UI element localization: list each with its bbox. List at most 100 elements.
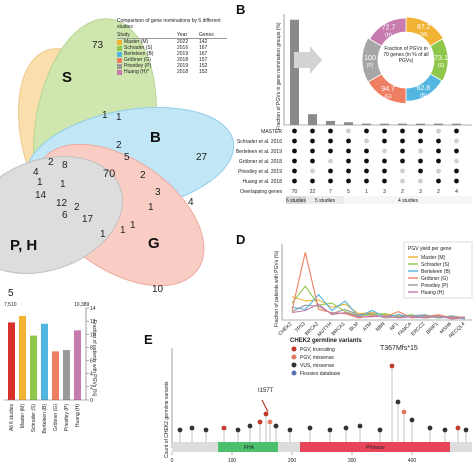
overlap-count: 7 xyxy=(329,189,332,195)
venn-label-s: S xyxy=(62,69,72,86)
legend-genes: 152 xyxy=(199,69,208,75)
overlap-count: 3 xyxy=(383,189,386,195)
upset-dot xyxy=(346,168,351,174)
arrow-icon xyxy=(294,46,322,74)
upset-dot xyxy=(382,158,387,164)
donut-sub: (B) xyxy=(420,93,427,99)
panel-letter-b: B xyxy=(236,2,245,17)
upset-dot xyxy=(436,168,441,174)
upset-dot xyxy=(436,178,441,184)
upset-dot xyxy=(346,148,351,154)
upset-dot xyxy=(454,138,459,144)
legend-swatch xyxy=(117,39,122,45)
series-line xyxy=(291,303,465,320)
upset-dot xyxy=(364,128,369,134)
category-bar xyxy=(63,350,70,400)
venn-region-count: 2 xyxy=(140,170,146,181)
upset-bar xyxy=(362,123,371,125)
category-label: Priestley (P) xyxy=(64,404,70,432)
category-label: Schrader (S) xyxy=(31,404,37,433)
group-band xyxy=(344,196,472,204)
legend-marker xyxy=(291,346,297,352)
venn-region-count: 8 xyxy=(62,160,68,171)
y-tick-label: 14 xyxy=(90,306,96,312)
venn-region-count: 5 xyxy=(8,288,14,299)
legend-swatch xyxy=(117,45,122,51)
overlap-count: 2 xyxy=(437,189,440,195)
upset-row-label: Gröbner et al. 2018 xyxy=(239,159,282,165)
legend-entry: PGV, truncating xyxy=(300,347,335,353)
variant-marker xyxy=(395,399,401,405)
variant-marker xyxy=(357,423,363,429)
upset-bar xyxy=(434,123,443,125)
donut-value: 73.1 xyxy=(434,55,448,62)
legend-row: Berteleen (B) 2019 167 xyxy=(117,51,227,57)
upset-dot xyxy=(310,178,315,184)
upset-dot xyxy=(346,178,351,184)
top-count-label: 10,389 xyxy=(74,302,90,308)
legend-swatch xyxy=(117,57,122,63)
category-bar xyxy=(41,323,48,400)
venn-region-count: 4 xyxy=(188,197,194,208)
legend-year: 2016 xyxy=(177,45,189,51)
upset-dot xyxy=(400,138,405,144)
upset-row-label: Priestley et al. 2019 xyxy=(238,169,282,175)
venn-region-count: 2 xyxy=(48,157,54,168)
legend-entry: Master (M) xyxy=(421,255,446,261)
panel-c-ylabel: Fraction of patients with PGVs (%) xyxy=(91,320,97,397)
variant-marker xyxy=(401,409,407,415)
upset-dot xyxy=(436,148,441,154)
variant-marker xyxy=(203,427,209,433)
group-label: 5 studies xyxy=(315,198,336,204)
upset-bar xyxy=(398,123,407,125)
donut-sub: (M) xyxy=(420,32,428,38)
upset-dot xyxy=(436,158,441,164)
legend-genes: 142 xyxy=(199,39,208,45)
legend-genes: 167 xyxy=(199,45,208,51)
variant-marker xyxy=(273,423,279,429)
upset-row-label: MASTER xyxy=(261,129,282,135)
venn-region-count: 1 xyxy=(100,229,106,240)
upset-dot xyxy=(328,158,333,164)
upset-dot xyxy=(400,128,405,134)
group-band xyxy=(306,196,344,204)
overlap-count: 22 xyxy=(310,189,316,195)
x-tick-label: 300 xyxy=(348,458,357,464)
venn-region-count: 3 xyxy=(155,187,161,198)
legend-row: Gröbner (G) 2018 157 xyxy=(117,57,227,63)
upset-dot xyxy=(382,148,387,154)
upset-dot xyxy=(382,138,387,144)
category-label: All 6 studies xyxy=(9,404,15,431)
legend-row: Master (M) 2022 142 xyxy=(117,39,227,45)
legend-entry: PGV, missense xyxy=(300,355,334,361)
legend-column-header: Year xyxy=(177,32,188,38)
legend-entry: Flossies database xyxy=(300,371,341,377)
upset-dot xyxy=(328,148,333,154)
legend-genes: 167 xyxy=(199,51,208,57)
fha-domain xyxy=(218,442,278,452)
category-label: Berteleen (B) xyxy=(42,404,48,434)
upset-dot xyxy=(328,178,333,184)
x-tick-label: 100 xyxy=(228,458,237,464)
variant-marker xyxy=(247,423,253,429)
venn-region-count: 1 xyxy=(102,110,108,121)
x-tick-label: 0 xyxy=(171,458,174,464)
legend-marker xyxy=(291,362,297,368)
upset-dot xyxy=(328,138,333,144)
legend-study-name: Schrader (S) xyxy=(124,45,153,51)
venn-region-count: 5 xyxy=(124,152,130,163)
upset-bar xyxy=(452,123,461,125)
variant-marker xyxy=(235,427,241,433)
venn-region-count: 1 xyxy=(120,225,126,236)
upset-dot xyxy=(382,168,387,174)
group-band xyxy=(286,196,306,204)
upset-dot xyxy=(292,148,297,154)
group-label: 6 studies xyxy=(286,198,307,204)
upset-dot xyxy=(346,158,351,164)
category-bar xyxy=(52,351,59,400)
panel-d-lines: D Fraction of patients with PGVs (%) CHE… xyxy=(236,232,473,340)
venn-region-count: 2 xyxy=(74,202,80,213)
upset-dot xyxy=(310,168,315,174)
upset-dot xyxy=(400,178,405,184)
fha-label: FHA xyxy=(244,445,255,451)
